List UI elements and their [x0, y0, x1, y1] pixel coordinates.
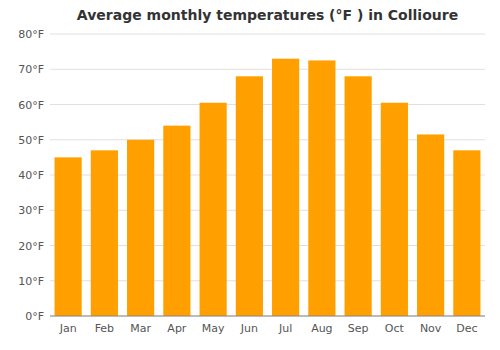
y-tick-label: 10°F: [18, 275, 44, 288]
y-tick-label: 0°F: [25, 310, 44, 323]
grid-line: [50, 316, 485, 317]
bars: [55, 59, 481, 316]
bar: [55, 157, 82, 316]
bar: [91, 150, 118, 316]
grid-line: [50, 34, 485, 35]
y-tick-label: 20°F: [18, 240, 44, 253]
x-tick-label: Jun: [240, 322, 258, 335]
y-tick-label: 80°F: [18, 28, 44, 41]
y-tick-label: 40°F: [18, 169, 44, 182]
bar: [308, 60, 335, 316]
x-tick-label: Nov: [420, 322, 442, 335]
title: Average monthly temperatures (°F ) in Co…: [77, 7, 458, 23]
y-tick-label: 60°F: [18, 99, 44, 112]
bar: [272, 59, 299, 316]
bar: [236, 76, 263, 316]
bar: [200, 103, 227, 316]
x-tick-label: Mar: [130, 322, 151, 335]
bar: [381, 103, 408, 316]
y-tick-label: 50°F: [18, 134, 44, 147]
y-tick-label: 70°F: [18, 63, 44, 76]
grid-line: [50, 104, 485, 105]
x-tick-label: Apr: [167, 322, 187, 335]
x-tick-label: Oct: [385, 322, 405, 335]
bar: [163, 126, 190, 316]
grid-line: [50, 69, 485, 70]
bar: [453, 150, 480, 316]
chart: Average monthly temperatures (°F ) in Co…: [0, 0, 500, 350]
x-tick-label: Dec: [456, 322, 477, 335]
x-tick-label: Jan: [59, 322, 77, 335]
x-tick-label: Sep: [348, 322, 369, 335]
x-tick-label: Aug: [311, 322, 332, 335]
bar: [417, 134, 444, 316]
grid: [50, 34, 485, 316]
bar: [127, 140, 154, 316]
x-axis-line: [50, 316, 485, 317]
bar: [345, 76, 372, 316]
x-tick-label: Jul: [278, 322, 292, 335]
chart-container: Average monthly temperatures (°F ) in Co…: [0, 0, 500, 350]
y-tick-label: 30°F: [18, 204, 44, 217]
x-tick-label: Feb: [95, 322, 114, 335]
x-tick-label: May: [202, 322, 225, 335]
